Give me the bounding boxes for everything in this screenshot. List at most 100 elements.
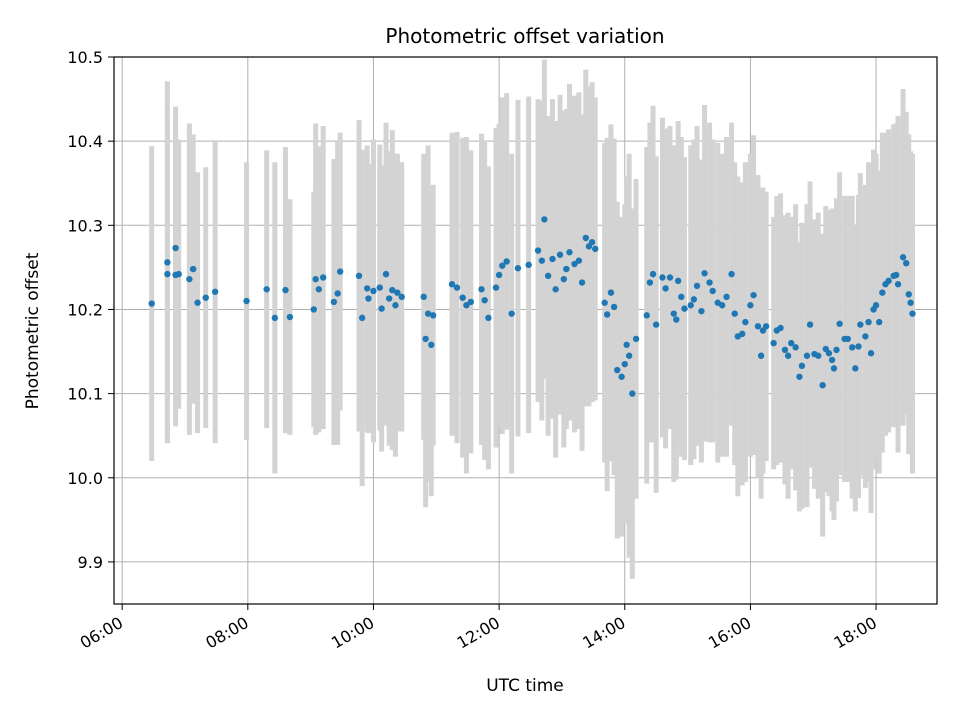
chart-title: Photometric offset variation (385, 24, 664, 48)
data-point (382, 270, 390, 278)
data-point (534, 247, 542, 254)
data-point (894, 281, 902, 288)
data-point (643, 312, 650, 319)
data-point (788, 339, 795, 347)
data-point (263, 286, 270, 293)
data-point (271, 314, 279, 322)
data-point (731, 310, 738, 317)
data-point (723, 293, 730, 301)
data-point (792, 344, 799, 351)
data-point (211, 288, 219, 295)
data-point (750, 291, 757, 299)
data-point (175, 270, 182, 278)
data-point (857, 321, 864, 328)
data-point (865, 318, 872, 326)
data-point (394, 289, 401, 296)
data-point (508, 310, 515, 317)
data-point (862, 333, 869, 340)
data-point (556, 251, 564, 258)
data-point (164, 270, 171, 278)
data-point (571, 260, 578, 268)
data-point (549, 255, 556, 263)
data-point (429, 312, 437, 319)
data-point (312, 275, 319, 283)
x-axis-title: UTC time (486, 676, 564, 696)
data-point (796, 373, 803, 380)
data-point (652, 321, 660, 328)
data-point (867, 350, 875, 357)
data-point (629, 390, 636, 397)
data-point (336, 268, 344, 275)
data-point (673, 316, 680, 323)
data-point (315, 286, 323, 293)
data-point (601, 299, 608, 306)
data-point (879, 289, 886, 296)
y-tick-label: 10.4 (67, 132, 103, 151)
data-point (525, 261, 532, 269)
data-point (492, 284, 500, 291)
y-tick-label: 10.0 (67, 469, 103, 488)
data-point (614, 366, 621, 374)
data-point (623, 341, 630, 349)
data-point (701, 270, 708, 277)
data-point (358, 314, 366, 322)
data-point (649, 270, 657, 278)
data-point (825, 350, 833, 357)
data-point (848, 344, 856, 351)
data-point (370, 287, 377, 295)
data-point (544, 272, 552, 279)
data-point (899, 254, 907, 261)
data-point (674, 277, 682, 285)
data-point (392, 302, 399, 309)
data-point (588, 238, 596, 246)
data-point (282, 286, 289, 294)
data-point (592, 245, 599, 253)
data-point (428, 341, 435, 349)
y-tick-label: 9.9 (78, 553, 103, 572)
data-point (467, 298, 475, 306)
data-point (389, 286, 396, 294)
y-tick-label: 10.3 (67, 216, 103, 235)
data-point (855, 343, 862, 350)
data-point (563, 265, 570, 273)
data-point (566, 249, 573, 256)
data-point (803, 352, 811, 359)
data-point (739, 330, 746, 338)
plot-frame (113, 56, 938, 605)
data-point (610, 303, 618, 311)
data-point (784, 352, 792, 359)
data-point (376, 284, 383, 291)
data-point (453, 284, 461, 291)
data-point (747, 302, 754, 309)
data-point (903, 259, 910, 267)
data-point (872, 302, 880, 309)
data-point (762, 323, 770, 330)
data-point (718, 302, 726, 309)
data-point (463, 302, 470, 309)
data-point (830, 365, 838, 372)
data-point (828, 356, 836, 364)
data-point (670, 310, 677, 317)
data-point (172, 244, 179, 252)
data-point (541, 216, 548, 223)
data-point (742, 318, 749, 326)
data-point (909, 310, 916, 317)
data-point (678, 293, 685, 301)
data-point (334, 290, 341, 297)
data-point (844, 335, 851, 343)
data-point (607, 289, 615, 296)
data-point (286, 313, 294, 321)
data-point (575, 257, 583, 264)
data-point (310, 306, 317, 313)
data-point (836, 320, 843, 327)
data-point (709, 287, 716, 295)
data-point (448, 281, 456, 288)
data-point (365, 295, 372, 302)
data-point (770, 339, 777, 347)
data-point (815, 352, 822, 359)
data-point (560, 275, 568, 283)
data-point (798, 362, 806, 370)
data-point (459, 294, 466, 301)
data-point (662, 285, 669, 292)
data-point (514, 265, 522, 272)
